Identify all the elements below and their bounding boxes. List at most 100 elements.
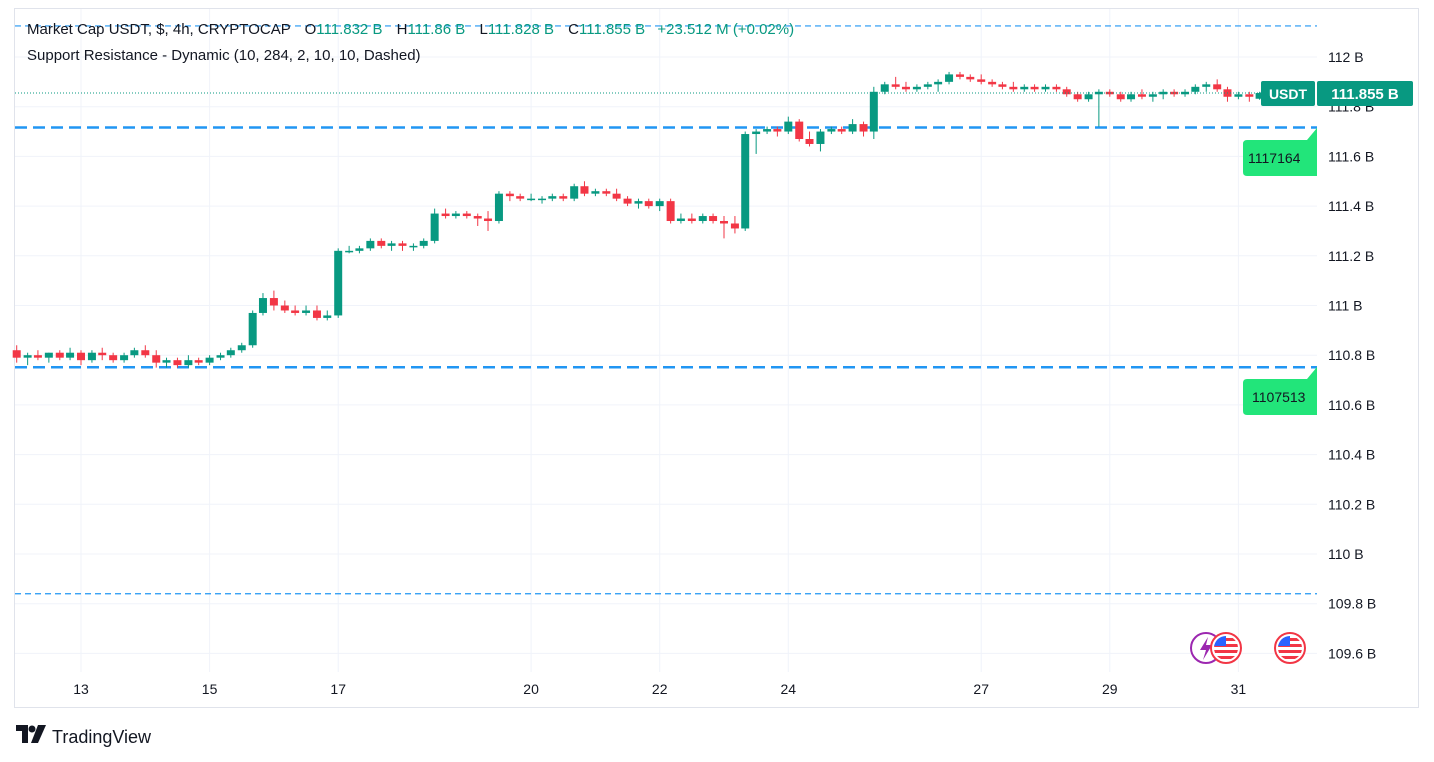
candle-body xyxy=(33,355,42,358)
candle xyxy=(988,79,997,87)
candle-body xyxy=(901,86,910,90)
indicator-legend[interactable]: Support Resistance - Dynamic (10, 284, 2… xyxy=(27,47,421,64)
price-tick-label: 111.6 B xyxy=(1328,148,1374,164)
candle xyxy=(130,347,139,358)
candle xyxy=(66,347,75,361)
candle-body xyxy=(934,81,943,85)
candle-body xyxy=(1234,94,1243,97)
candle xyxy=(741,131,750,231)
candle xyxy=(141,345,150,358)
price-tick-label: 111.2 B xyxy=(1328,248,1374,264)
candle-body xyxy=(237,345,246,351)
close-label: C xyxy=(568,21,579,38)
candle xyxy=(323,310,332,321)
candle xyxy=(55,350,64,361)
candle-body xyxy=(720,221,728,224)
tradingview-brand[interactable]: TradingView xyxy=(16,725,151,749)
candle-body xyxy=(55,352,64,358)
candle-body xyxy=(473,216,482,219)
price-tick-label: 109.8 B xyxy=(1328,596,1376,612)
candle-body xyxy=(120,355,129,361)
tradingview-logo-icon xyxy=(16,725,46,749)
candle-body xyxy=(655,201,664,207)
candle-body xyxy=(419,240,428,246)
candle xyxy=(226,347,235,358)
candle-body xyxy=(280,305,289,311)
candle xyxy=(237,342,246,353)
support-resistance-lines xyxy=(15,25,1317,595)
economic-event-icon[interactable] xyxy=(1190,632,1242,664)
candle-body xyxy=(462,213,471,217)
candle-body xyxy=(730,223,739,229)
candle-body xyxy=(1148,94,1157,97)
candle xyxy=(387,240,396,251)
candle xyxy=(720,216,728,239)
candle xyxy=(687,213,696,224)
candle-body xyxy=(580,186,589,194)
candle-body xyxy=(312,310,321,318)
candle-body xyxy=(1170,91,1179,95)
candle-body xyxy=(258,298,267,313)
candle xyxy=(248,310,257,348)
candle xyxy=(1170,89,1179,97)
candle xyxy=(816,129,825,152)
candle-body xyxy=(548,196,557,199)
candle xyxy=(945,71,954,85)
candle-body xyxy=(1255,93,1264,99)
candle xyxy=(505,191,514,202)
change-value: +23.512 M (+0.02%) xyxy=(657,21,795,38)
symbol-title[interactable]: Market Cap USDT, $, 4h, CRYPTOCAP xyxy=(27,21,291,38)
candle-body xyxy=(687,218,696,222)
candle xyxy=(752,129,761,154)
time-axis[interactable]: 13 15 17 20 22 24 27 29 31 xyxy=(73,681,1246,697)
candle-body xyxy=(44,352,53,358)
candle xyxy=(1116,91,1125,102)
candle-body xyxy=(302,310,311,313)
candle xyxy=(837,126,846,135)
candle xyxy=(548,193,557,202)
candle xyxy=(184,355,193,368)
candle-body xyxy=(623,198,632,204)
close-value: 111.855 B xyxy=(579,21,646,38)
candle xyxy=(484,211,493,231)
candle xyxy=(1234,91,1243,100)
price-tick-label: 110.2 B xyxy=(1328,496,1375,512)
candle xyxy=(269,290,278,311)
candle xyxy=(1084,91,1093,102)
candle xyxy=(109,352,118,363)
candle-body xyxy=(805,139,814,144)
candle xyxy=(859,121,868,137)
candle-body xyxy=(516,196,525,199)
candle-series xyxy=(12,71,1264,368)
candle-body xyxy=(109,355,118,361)
brand-name: TradingView xyxy=(52,726,152,747)
candle-body xyxy=(709,216,718,222)
candle-body xyxy=(494,193,503,222)
candle-body xyxy=(323,315,332,318)
candle xyxy=(1009,81,1018,92)
price-tick-label: 111.4 B xyxy=(1328,198,1374,214)
candle-body xyxy=(152,355,161,363)
candle xyxy=(784,116,793,135)
candle xyxy=(451,211,460,219)
candle-body xyxy=(87,352,96,361)
us-flag-event-icon[interactable] xyxy=(1274,632,1306,664)
candle-body xyxy=(741,134,750,229)
candle xyxy=(623,196,632,207)
time-tick-label: 24 xyxy=(781,681,797,697)
candle xyxy=(580,181,589,197)
candle xyxy=(763,126,772,135)
candle-body xyxy=(763,129,772,132)
candle xyxy=(302,305,311,316)
candle xyxy=(1105,89,1114,97)
candle-body xyxy=(387,243,396,246)
high-label: H xyxy=(396,21,408,38)
candle xyxy=(1020,84,1029,92)
candle-body xyxy=(998,84,1007,87)
candle-body xyxy=(398,243,407,246)
candle xyxy=(258,293,267,316)
candle xyxy=(730,216,739,234)
candle xyxy=(1223,86,1232,102)
